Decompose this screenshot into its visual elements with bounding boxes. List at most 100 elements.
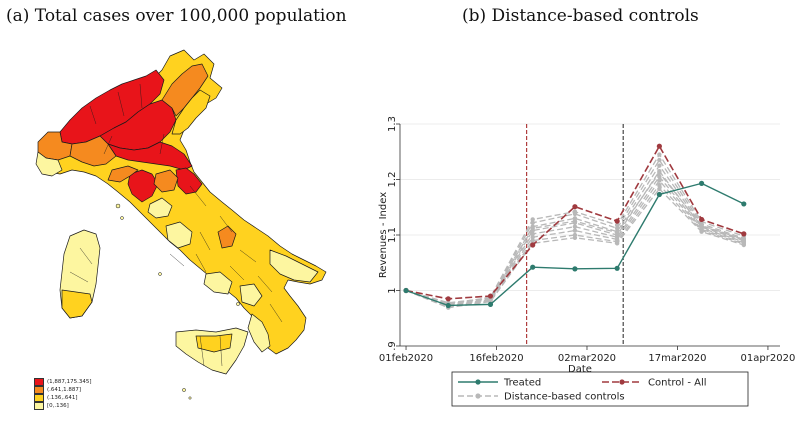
distance-control-point	[657, 178, 662, 183]
y-axis: .9 1 1.1 1.2 1.3	[387, 116, 401, 351]
y-tick-label: 1.1	[387, 227, 398, 243]
map-small-islands	[115, 203, 240, 400]
map-region-south-pale	[203, 271, 233, 295]
y-axis-label: Revenues - Index	[378, 192, 389, 278]
x-axis-label: Date	[568, 364, 592, 375]
legend-label: Treated	[503, 378, 541, 389]
legend-label: Control - All	[648, 378, 707, 389]
map-region-calabria-pale	[247, 313, 271, 353]
control-all-point	[741, 231, 747, 237]
x-axis: 01feb2020 16feb2020 02mar2020 17mar2020 01ap…	[379, 345, 796, 364]
map-region-veneto-yellow	[171, 89, 211, 135]
map-legend-label-2: (.641,1.887]	[47, 387, 82, 393]
treated-point	[614, 265, 620, 271]
distance-control-point	[657, 186, 662, 192]
map-legend-label-1: (1,887,175.345]	[47, 379, 92, 385]
distance-control-point	[530, 235, 535, 240]
control-all-point	[530, 242, 536, 248]
legend-frame	[451, 371, 749, 407]
chart-series	[403, 143, 747, 310]
control-all-line	[405, 145, 745, 300]
map-province-borders	[69, 83, 283, 367]
control-all-point	[572, 204, 578, 210]
x-tick-label: 16feb2020	[469, 353, 523, 364]
legend-marker	[475, 393, 481, 399]
control-all-point	[487, 293, 494, 299]
distance-control-point	[572, 218, 578, 224]
distance-control-line	[405, 179, 745, 306]
treated-point	[403, 287, 409, 294]
map-region-piemonte-orange	[69, 135, 117, 167]
map-region-sicily-yellow	[195, 333, 233, 353]
treated-point	[487, 301, 494, 307]
distance-control-point	[741, 237, 747, 242]
x-tick-label: 02mar2020	[558, 353, 616, 364]
map-region-sardinia-south	[61, 289, 93, 319]
revenues-line-chart: .9 1 1.1 1.2 1.3 01feb2020 16feb2020 02mar2020…	[378, 116, 796, 407]
distance-control-point	[530, 226, 535, 231]
map-region-marche-red	[175, 167, 203, 195]
map-region-central-orange	[153, 169, 179, 193]
map-legend: (1,887,175.345] (.641,1.887] (.136,.641]…	[34, 378, 92, 410]
x-tick-label: 17mar2020	[648, 353, 706, 364]
distance-control-point	[530, 231, 535, 237]
distance-control-point	[572, 228, 578, 233]
map-caption: (a) Total cases over 100,000 population	[6, 6, 347, 26]
legend-marker	[619, 379, 625, 385]
distance-control-point	[530, 217, 535, 222]
distance-control-point	[657, 152, 662, 157]
map-legend-row: [0,.136]	[34, 402, 92, 410]
treated-point	[741, 201, 747, 207]
chart-caption: (b) Distance-based controls	[462, 6, 699, 26]
legend-marker	[475, 379, 481, 385]
distance-control-point	[657, 182, 662, 188]
map-region-emilia-red	[107, 141, 193, 171]
distance-control-point	[572, 211, 578, 217]
distance-control-point	[530, 220, 535, 225]
map-legend-swatch-2	[34, 386, 44, 394]
map-legend-row: (.641,1.887]	[34, 386, 92, 394]
distance-control-point	[657, 157, 662, 163]
distance-control-point	[572, 235, 578, 240]
map-legend-label-3: (.136,.641]	[47, 395, 78, 401]
distance-control-point	[614, 230, 620, 235]
map-region-northeast-orange	[161, 63, 209, 117]
distance-control-point	[699, 223, 704, 229]
legend-label: Distance-based controls	[504, 392, 625, 403]
y-tick-label: 1	[387, 287, 398, 293]
y-tick-label: .9	[387, 341, 398, 351]
y-tick-label: 1.2	[387, 172, 398, 188]
distance-control-point	[572, 224, 578, 229]
map-region-toscana-orange	[107, 165, 139, 183]
map-region-puglia-pale	[269, 249, 319, 283]
distance-control-point	[699, 229, 704, 234]
map-region-basilicata-pale	[239, 283, 263, 307]
map-legend-swatch-4	[34, 402, 44, 410]
map-legend-swatch-3	[34, 394, 44, 402]
map-region-toscana-red	[127, 169, 159, 203]
map-region-lazio-pale	[165, 221, 193, 249]
distance-control-point	[657, 174, 662, 179]
map-region-liguria-pale	[35, 151, 63, 177]
chart-legend: Treated Control - All Distance-based contr…	[451, 371, 749, 407]
treated-point	[572, 266, 578, 272]
treated-point	[445, 302, 451, 309]
control-all-point	[614, 218, 620, 224]
control-all-point	[698, 216, 705, 223]
y-tick-label: 1.3	[387, 116, 398, 132]
treated-point	[530, 264, 536, 270]
x-tick-label: 01feb2020	[379, 353, 433, 364]
map-legend-row: (.136,.641]	[34, 394, 92, 402]
distance-control-point	[657, 163, 662, 168]
control-all-point	[445, 296, 451, 302]
distance-control-point	[657, 170, 662, 176]
map-legend-swatch-1	[34, 378, 44, 386]
distance-control-point	[614, 241, 620, 246]
map-region-umbria-pale	[147, 197, 173, 219]
treated-point	[656, 191, 662, 198]
treated-point	[698, 180, 705, 186]
x-tick-label: 01apr2020	[741, 353, 796, 364]
distance-control-point	[741, 242, 747, 248]
map-legend-row: (1,887,175.345]	[34, 378, 92, 386]
control-all-point	[656, 143, 662, 149]
